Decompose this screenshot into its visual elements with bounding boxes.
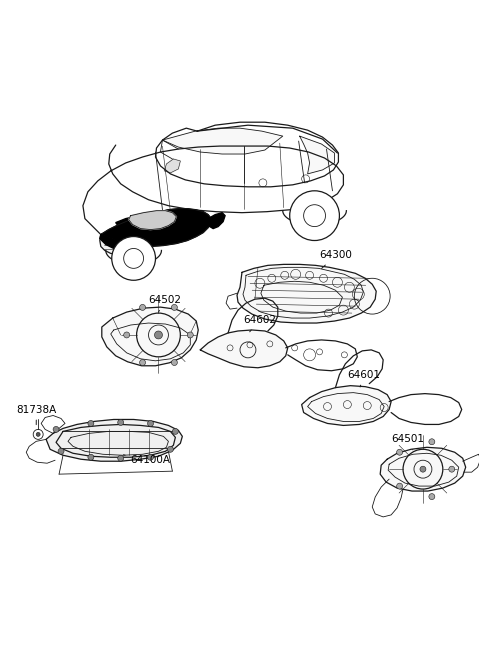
Circle shape (290, 191, 339, 241)
Polygon shape (200, 330, 288, 368)
Text: 64100A: 64100A (123, 455, 170, 465)
Circle shape (449, 466, 455, 472)
Polygon shape (102, 307, 198, 366)
Circle shape (147, 454, 154, 461)
Text: 64501: 64501 (391, 434, 424, 450)
Text: 64502: 64502 (148, 295, 181, 312)
Circle shape (36, 432, 40, 436)
Circle shape (118, 419, 124, 426)
Text: 64300: 64300 (320, 251, 352, 268)
Polygon shape (207, 213, 225, 228)
Polygon shape (129, 211, 176, 230)
Circle shape (420, 466, 426, 472)
Polygon shape (156, 122, 338, 187)
Text: 64601: 64601 (348, 370, 380, 387)
Circle shape (53, 426, 59, 432)
Circle shape (396, 449, 403, 455)
Text: 64602: 64602 (243, 315, 276, 332)
Polygon shape (116, 213, 187, 237)
Circle shape (112, 237, 156, 280)
Polygon shape (380, 447, 466, 491)
Polygon shape (100, 235, 125, 249)
Circle shape (58, 448, 64, 454)
Polygon shape (300, 136, 335, 174)
Circle shape (88, 454, 94, 461)
Polygon shape (100, 232, 144, 255)
Circle shape (172, 428, 179, 434)
Text: 81738A: 81738A (16, 405, 57, 424)
Circle shape (168, 446, 173, 452)
Circle shape (171, 359, 178, 365)
Polygon shape (237, 264, 376, 323)
Circle shape (88, 420, 94, 426)
Circle shape (140, 304, 145, 310)
Circle shape (171, 304, 178, 310)
Circle shape (429, 439, 435, 445)
Circle shape (124, 332, 130, 338)
Circle shape (429, 493, 435, 500)
Polygon shape (162, 128, 283, 154)
Circle shape (147, 420, 154, 426)
Circle shape (396, 483, 403, 489)
Circle shape (118, 455, 124, 461)
Polygon shape (101, 209, 211, 247)
Circle shape (187, 332, 193, 338)
Polygon shape (301, 386, 391, 426)
Polygon shape (165, 159, 180, 173)
Polygon shape (46, 419, 182, 461)
Circle shape (155, 331, 162, 339)
Circle shape (140, 359, 145, 365)
